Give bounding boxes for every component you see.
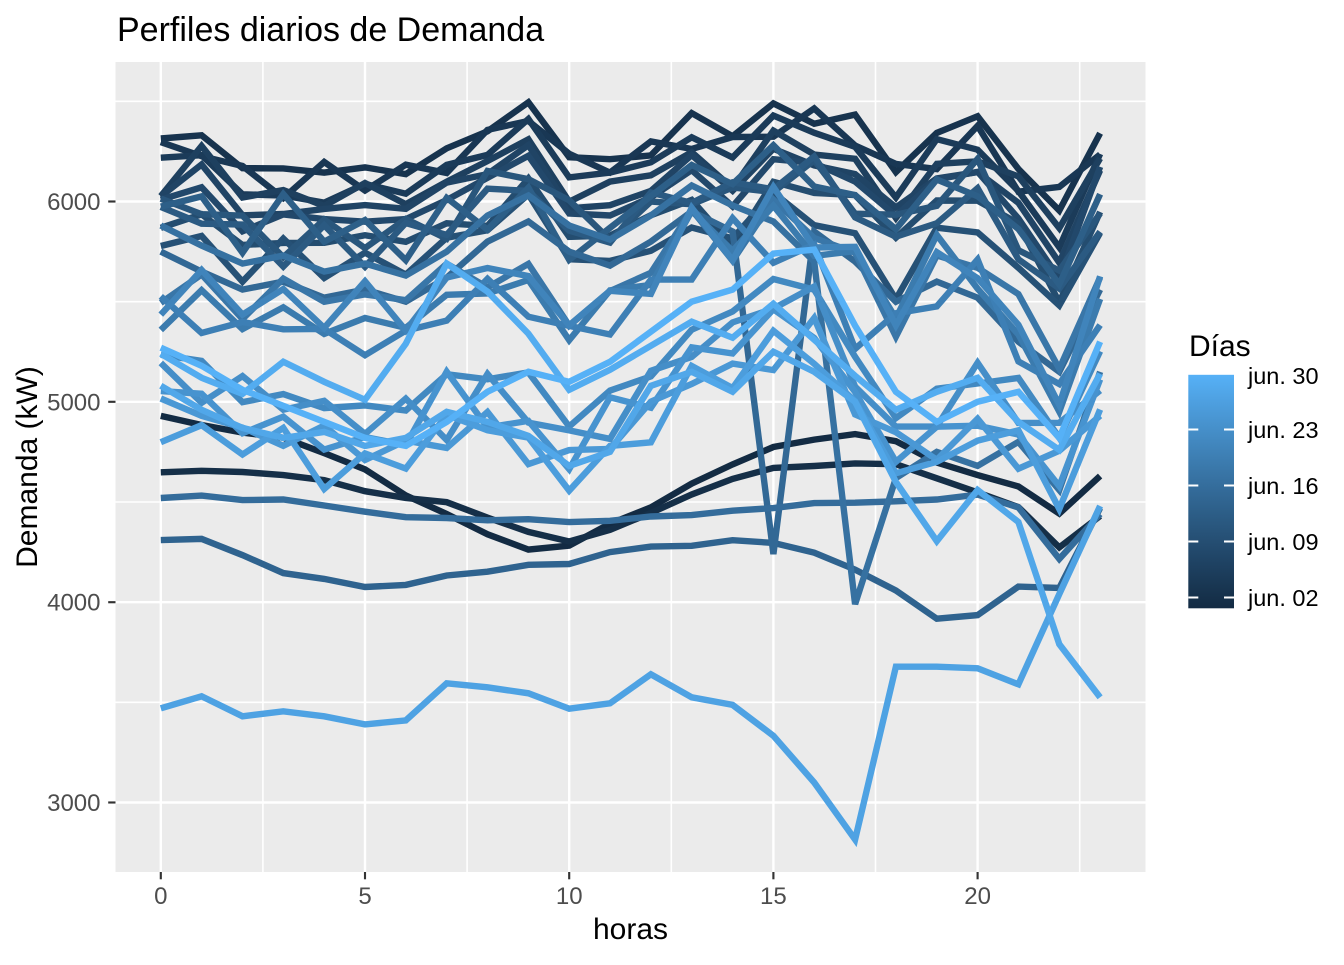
svg-text:10: 10 xyxy=(556,883,583,910)
svg-text:jun. 02: jun. 02 xyxy=(1247,585,1319,611)
svg-text:20: 20 xyxy=(964,883,991,910)
svg-text:jun. 09: jun. 09 xyxy=(1247,529,1319,555)
svg-text:jun. 30: jun. 30 xyxy=(1247,363,1319,389)
svg-text:5000: 5000 xyxy=(47,389,100,416)
svg-text:4000: 4000 xyxy=(47,590,100,617)
svg-text:3000: 3000 xyxy=(47,790,100,817)
svg-text:Días: Días xyxy=(1189,330,1251,363)
svg-text:5: 5 xyxy=(358,883,371,910)
svg-text:Perfiles diarios de Demanda: Perfiles diarios de Demanda xyxy=(117,11,544,49)
svg-text:horas: horas xyxy=(593,913,668,946)
svg-text:jun. 16: jun. 16 xyxy=(1247,473,1319,499)
svg-text:Demanda (kW): Demanda (kW) xyxy=(11,366,44,568)
svg-text:6000: 6000 xyxy=(47,189,100,216)
svg-text:0: 0 xyxy=(154,883,167,910)
svg-text:15: 15 xyxy=(760,883,787,910)
svg-text:jun. 23: jun. 23 xyxy=(1247,417,1319,443)
